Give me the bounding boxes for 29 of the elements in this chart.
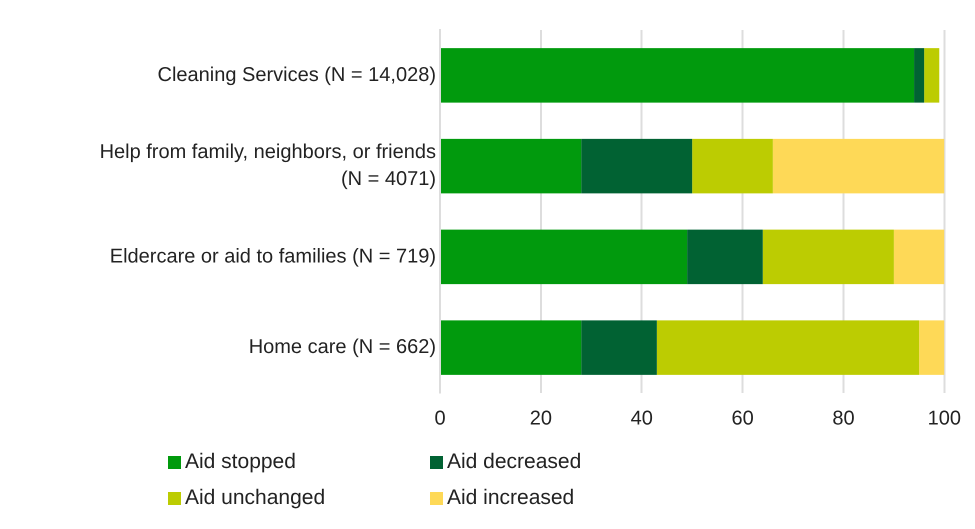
y-tick-label: Eldercare or aid to families (N = 719)	[110, 245, 436, 268]
bar	[924, 48, 940, 103]
x-tick-label: 20	[530, 408, 552, 430]
bar	[692, 138, 773, 194]
x-tick-label: 100	[928, 408, 962, 430]
x-tick-label: 40	[630, 408, 653, 430]
x-tick-label: 80	[832, 408, 855, 430]
bar	[656, 320, 920, 375]
bar	[762, 230, 894, 284]
legend-label: Aid decreased	[447, 450, 582, 474]
bar	[687, 230, 763, 284]
y-tick-label: Home care (N = 662)	[248, 336, 436, 358]
bar	[894, 230, 944, 284]
legend-label: Aid increased	[447, 486, 574, 510]
bar	[581, 138, 692, 194]
bar	[441, 138, 582, 194]
bar	[919, 320, 944, 375]
bar	[441, 230, 688, 284]
bar	[441, 320, 582, 375]
x-tick-label: 60	[731, 408, 754, 430]
bar	[914, 48, 924, 103]
bar	[441, 48, 914, 103]
legend-label: Aid stopped	[185, 450, 296, 474]
y-tick-label: Help from family, neighbors, or friends (N = 4071)	[100, 141, 436, 190]
y-tick-label: Cleaning Services (N = 14,028)	[158, 64, 436, 86]
bar	[581, 320, 657, 375]
legend-label: Aid unchanged	[185, 486, 326, 510]
x-tick-label: 0	[434, 408, 446, 430]
bar	[772, 138, 944, 194]
